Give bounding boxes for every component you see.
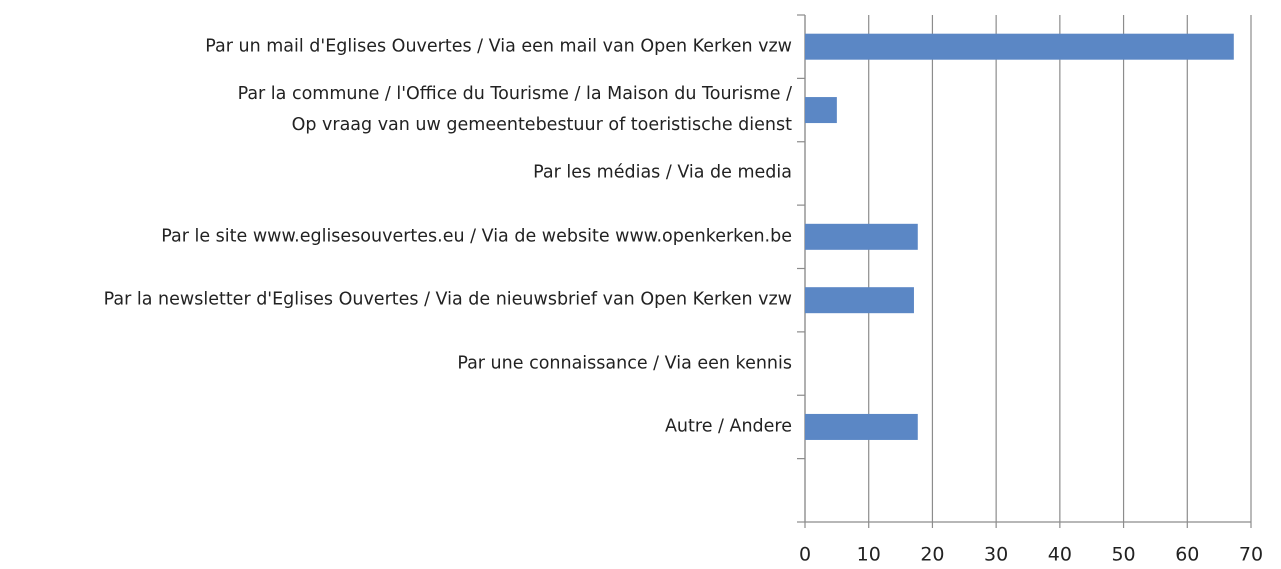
y-tick-label: Par un mail d'Eglises Ouvertes / Via een… [205,36,792,57]
y-tick-label: Par la commune / l'Office du Tourisme / … [237,84,792,136]
y-tick-label: Par les médias / Via de media [533,162,792,183]
x-tick-label: 0 [799,544,811,566]
y-tick-label: Autre / Andere [664,416,792,437]
x-tick-label: 10 [857,544,881,566]
bar [805,223,918,250]
bar [805,287,914,314]
y-tick-label: Par une connaissance / Via een kennis [457,353,792,374]
x-tick-label: 30 [984,544,1008,566]
bar [805,33,1234,60]
y-tick-label: Par la newsletter d'Eglises Ouvertes / V… [103,289,792,310]
y-tick-label: Par le site www.eglisesouvertes.eu / Via… [161,226,792,247]
x-tick-label: 70 [1239,544,1263,566]
x-tick-label: 40 [1048,544,1072,566]
bar [805,97,837,124]
x-tick-label: 20 [920,544,944,566]
x-tick-label: 60 [1175,544,1199,566]
bar [805,413,918,440]
x-tick-label: 50 [1111,544,1135,566]
